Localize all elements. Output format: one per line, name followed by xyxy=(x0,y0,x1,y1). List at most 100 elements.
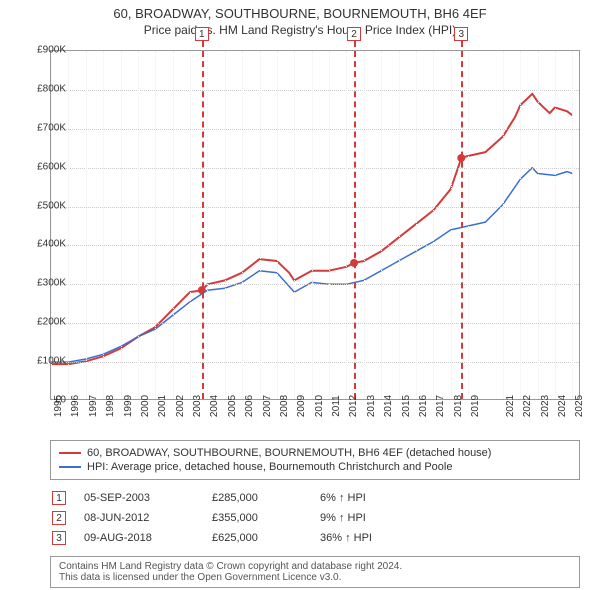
event-table-date: 08-JUN-2012 xyxy=(84,512,194,524)
event-line xyxy=(354,41,356,399)
gridline-h xyxy=(51,323,579,324)
ytick-label: £500K xyxy=(37,200,66,211)
xtick-label: 2013 xyxy=(366,395,377,417)
gridline-v xyxy=(86,51,87,399)
event-table-price: £625,000 xyxy=(212,532,302,544)
gridline-v xyxy=(312,51,313,399)
xtick-label: 2019 xyxy=(470,395,481,417)
event-table-pct: 6% ↑ HPI xyxy=(320,492,430,504)
xtick-label: 2011 xyxy=(331,395,342,417)
ytick-label: £400K xyxy=(37,239,66,250)
ytick-label: £100K xyxy=(37,356,66,367)
event-line xyxy=(461,41,463,399)
gridline-v xyxy=(364,51,365,399)
ytick-label: £600K xyxy=(37,161,66,172)
title-address: 60, BROADWAY, SOUTHBOURNE, BOURNEMOUTH, … xyxy=(0,6,600,21)
event-table-price: £285,000 xyxy=(212,492,302,504)
gridline-v xyxy=(155,51,156,399)
event-table-date: 09-AUG-2018 xyxy=(84,532,194,544)
gridline-v xyxy=(225,51,226,399)
chart-container: 60, BROADWAY, SOUTHBOURNE, BOURNEMOUTH, … xyxy=(0,0,600,590)
xtick-label: 2008 xyxy=(279,395,290,417)
xtick-label: 1997 xyxy=(88,395,99,417)
xtick-label: 2004 xyxy=(209,395,220,417)
xtick-label: 2003 xyxy=(192,395,203,417)
title-subtitle: Price paid vs. HM Land Registry's House … xyxy=(0,23,600,37)
legend-label: HPI: Average price, detached house, Bour… xyxy=(87,461,452,473)
legend-panel: 60, BROADWAY, SOUTHBOURNE, BOURNEMOUTH, … xyxy=(50,440,580,588)
ytick-label: £200K xyxy=(37,317,66,328)
gridline-v xyxy=(381,51,382,399)
gridline-v xyxy=(121,51,122,399)
xtick-label: 2002 xyxy=(175,395,186,417)
legend-label: 60, BROADWAY, SOUTHBOURNE, BOURNEMOUTH, … xyxy=(87,447,491,459)
xtick-label: 2007 xyxy=(262,395,273,417)
gridline-v xyxy=(329,51,330,399)
gridline-v xyxy=(242,51,243,399)
xtick-label: 2005 xyxy=(227,395,238,417)
title-block: 60, BROADWAY, SOUTHBOURNE, BOURNEMOUTH, … xyxy=(0,0,600,41)
chart-svg xyxy=(51,51,581,401)
xtick-label: 2000 xyxy=(140,395,151,417)
gridline-v xyxy=(520,51,521,399)
xtick-label: 2023 xyxy=(540,395,551,417)
gridline-v xyxy=(399,51,400,399)
gridline-h xyxy=(51,129,579,130)
gridline-v xyxy=(260,51,261,399)
footer-line-1: Contains HM Land Registry data © Crown c… xyxy=(59,561,571,572)
xtick-label: 2006 xyxy=(244,395,255,417)
xtick-label: 2015 xyxy=(401,395,412,417)
gridline-v xyxy=(572,51,573,399)
legend-row: HPI: Average price, detached house, Bour… xyxy=(59,460,571,474)
xtick-label: 2025 xyxy=(574,395,585,417)
event-table-pct: 9% ↑ HPI xyxy=(320,512,430,524)
gridline-v xyxy=(68,51,69,399)
gridline-h xyxy=(51,207,579,208)
footer-line-2: This data is licensed under the Open Gov… xyxy=(59,572,571,583)
event-table-idx: 2 xyxy=(52,511,66,525)
gridline-v xyxy=(416,51,417,399)
event-index-box: 1 xyxy=(195,27,209,41)
ytick-label: £300K xyxy=(37,278,66,289)
gridline-v xyxy=(555,51,556,399)
gridline-v xyxy=(451,51,452,399)
xtick-label: 2012 xyxy=(348,395,359,417)
chart-plot-area: 123 xyxy=(50,50,580,400)
xtick-label: 2017 xyxy=(435,395,446,417)
event-table-row: 1 05-SEP-2003 £285,000 6% ↑ HPI xyxy=(50,488,580,508)
gridline-h xyxy=(51,90,579,91)
events-table: 1 05-SEP-2003 £285,000 6% ↑ HPI 2 08-JUN-2012… xyxy=(50,488,580,548)
ytick-label: £900K xyxy=(37,45,66,56)
gridline-v xyxy=(277,51,278,399)
gridline-v xyxy=(173,51,174,399)
legend-swatch xyxy=(59,452,81,454)
legend-row: 60, BROADWAY, SOUTHBOURNE, BOURNEMOUTH, … xyxy=(59,446,571,460)
legend-box: 60, BROADWAY, SOUTHBOURNE, BOURNEMOUTH, … xyxy=(50,440,580,480)
gridline-v xyxy=(103,51,104,399)
gridline-h xyxy=(51,362,579,363)
ytick-label: £800K xyxy=(37,83,66,94)
gridline-h xyxy=(51,284,579,285)
gridline-v xyxy=(468,51,469,399)
event-table-price: £355,000 xyxy=(212,512,302,524)
event-table-idx: 1 xyxy=(52,491,66,505)
xtick-label: 2021 xyxy=(505,395,516,417)
gridline-v xyxy=(51,51,52,399)
gridline-v xyxy=(433,51,434,399)
event-line xyxy=(202,41,204,399)
xtick-label: 2009 xyxy=(296,395,307,417)
event-table-row: 2 08-JUN-2012 £355,000 9% ↑ HPI xyxy=(50,508,580,528)
gridline-v xyxy=(294,51,295,399)
xtick-label: 2016 xyxy=(418,395,429,417)
xtick-label: 2010 xyxy=(314,395,325,417)
gridline-v xyxy=(346,51,347,399)
ytick-label: £700K xyxy=(37,122,66,133)
event-table-row: 309-AUG-2018£625,00036% ↑ HPI xyxy=(50,528,580,548)
attribution-box: Contains HM Land Registry data © Crown c… xyxy=(50,556,580,588)
event-table-date: 05-SEP-2003 xyxy=(84,492,194,504)
event-table-idx: 3 xyxy=(52,531,66,545)
xtick-label: 2024 xyxy=(557,395,568,417)
xtick-label: 2001 xyxy=(157,395,168,417)
gridline-v xyxy=(538,51,539,399)
event-index-box: 2 xyxy=(347,27,361,41)
